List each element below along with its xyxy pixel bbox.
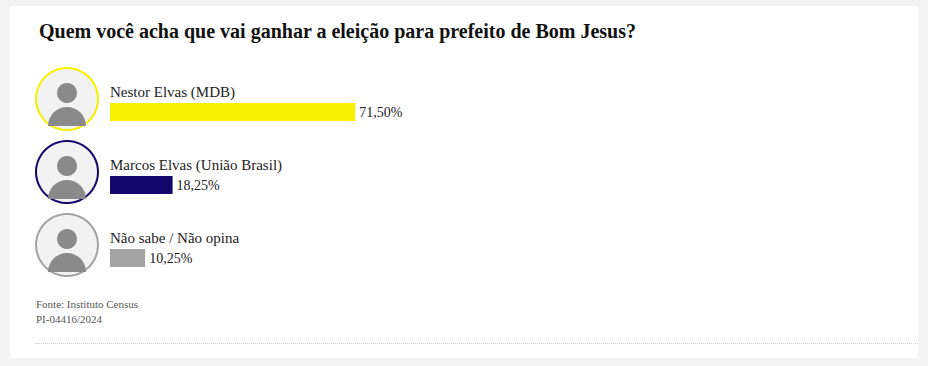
svg-text:PI-04416/2024: PI-04416/2024 [36,313,103,325]
svg-text:18,25%: 18,25% [177,178,221,193]
svg-text:10,25%: 10,25% [149,251,193,266]
svg-text:Não sabe / Não opina: Não sabe / Não opina [110,230,239,246]
svg-text:71,50%: 71,50% [359,105,403,120]
svg-text:Fonte: Instituto Census: Fonte: Instituto Census [36,298,138,310]
svg-text:Quem você acha que vai ganhar: Quem você acha que vai ganhar a eleição … [39,20,636,43]
svg-text:Marcos Elvas (União Brasil): Marcos Elvas (União Brasil) [110,157,282,174]
svg-text:Nestor Elvas (MDB): Nestor Elvas (MDB) [110,84,235,101]
